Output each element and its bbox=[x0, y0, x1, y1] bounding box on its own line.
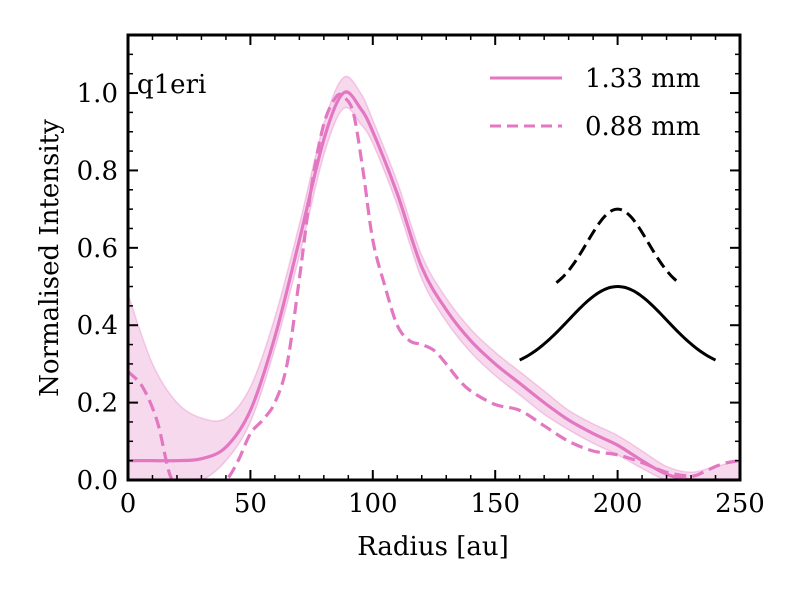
x-tick-label: 100 bbox=[348, 489, 398, 519]
beam-profile-layer bbox=[519, 207, 717, 362]
x-axis-title: Radius [au] bbox=[357, 532, 509, 562]
y-tick-label: 0.6 bbox=[77, 234, 118, 264]
legend-label-1-33mm: 1.33 mm bbox=[585, 64, 700, 94]
legend: 1.33 mm 0.88 mm bbox=[490, 64, 700, 142]
plot-frame bbox=[126, 33, 742, 482]
series-line-0-88-mm bbox=[128, 92, 740, 480]
y-tick-label: 0.8 bbox=[77, 156, 118, 186]
tick-layer bbox=[127, 34, 741, 481]
series-layer bbox=[128, 90, 740, 480]
x-tick-label: 250 bbox=[715, 489, 765, 519]
series-line-1-33-mm bbox=[128, 90, 740, 480]
y-axis-title: Normalised Intensity bbox=[35, 119, 65, 397]
x-tick-label: 150 bbox=[470, 489, 520, 519]
x-tick-label: 200 bbox=[593, 489, 643, 519]
x-tick-label: 0 bbox=[120, 489, 137, 519]
beam-profile-dashed bbox=[555, 207, 680, 284]
beam-profile-solid bbox=[519, 285, 717, 362]
legend-label-0-88mm: 0.88 mm bbox=[585, 112, 700, 142]
dataset-label: q1eri bbox=[137, 70, 206, 100]
y-tick-label: 0.2 bbox=[77, 389, 118, 419]
tick-label-layer: 0 50 100 150 200 250 0.0 0.2 0.4 0.6 0.8 1.0 bbox=[77, 79, 765, 519]
y-tick-label: 0.0 bbox=[77, 466, 118, 496]
y-tick-label: 0.4 bbox=[77, 311, 118, 341]
y-tick-label: 1.0 bbox=[77, 79, 118, 109]
x-tick-label: 50 bbox=[234, 489, 267, 519]
